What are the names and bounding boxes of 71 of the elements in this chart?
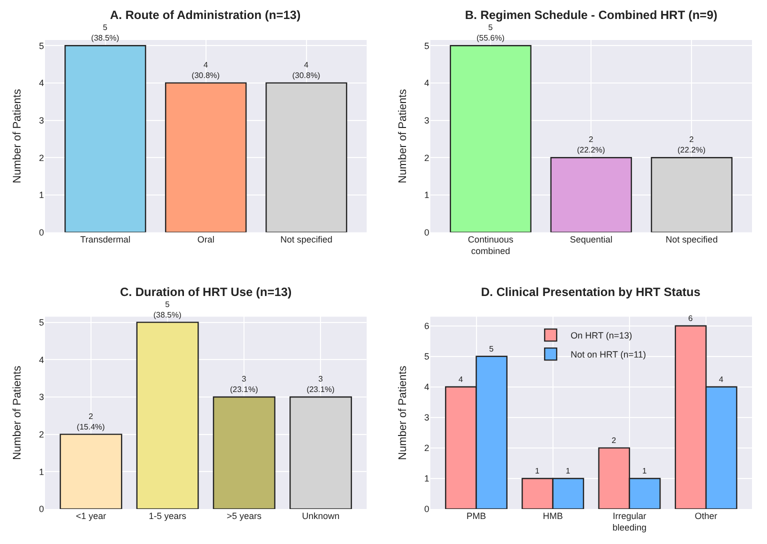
y-tick-label: 5 — [424, 352, 430, 362]
x-tick-label: <1 year — [76, 511, 106, 521]
y-tick-label: 5 — [38, 40, 44, 51]
data-label: 3 (23.1%) — [230, 374, 258, 394]
data-label: 5 — [489, 344, 494, 354]
legend-label: Not on HRT (n=11) — [570, 350, 646, 360]
data-label: 4 (30.8%) — [192, 60, 220, 80]
y-tick-label: 2 — [424, 152, 430, 163]
data-label: 1 — [642, 466, 648, 476]
data-label: 2 (15.4%) — [76, 412, 106, 432]
x-tick-label: Continuous combined — [468, 234, 514, 256]
y-tick-label: 3 — [38, 392, 44, 402]
legend-label: On HRT (n=13) — [570, 330, 632, 341]
data-label: 2 (22.2%) — [678, 135, 706, 155]
y-axis-title: Number of Patients — [12, 88, 24, 184]
y-tick-label: 2 — [38, 152, 44, 163]
data-label: 1 — [566, 466, 571, 476]
x-tick-label: Oral — [197, 234, 214, 244]
chart-title: D. Clinical Presentation by HRT Status — [481, 285, 701, 299]
y-tick-label: 5 — [424, 40, 430, 51]
bar — [289, 396, 352, 509]
y-axis-title: Number of Patients — [12, 365, 24, 460]
chart-title: C. Duration of HRT Use (n=13) — [120, 285, 292, 299]
bar — [136, 322, 199, 509]
data-label: 3 (23.1%) — [306, 374, 335, 394]
y-tick-label: 0 — [424, 504, 430, 514]
y-tick-label: 3 — [38, 115, 44, 126]
data-label: 2 (22.2%) — [576, 135, 606, 155]
x-tick-label: Not specified — [666, 234, 718, 244]
data-label: 1 — [535, 466, 540, 476]
x-tick-label: HMB — [542, 511, 563, 521]
x-tick-label: Other — [694, 511, 718, 521]
data-label: 5 (55.6%) — [476, 23, 505, 43]
data-label: 4 — [458, 374, 464, 384]
y-tick-label: 1 — [424, 474, 430, 484]
x-tick-label: Unknown — [302, 511, 340, 521]
data-label: 5 (38.5%) — [91, 23, 120, 43]
data-label: 5 (38.5%) — [153, 300, 182, 320]
y-tick-label: 4 — [38, 354, 44, 365]
x-tick-label: Sequential — [570, 234, 612, 244]
y-tick-label: 1 — [424, 190, 430, 200]
y-axis-title: Number of Patients — [396, 88, 409, 184]
y-tick-label: 4 — [424, 78, 430, 88]
y-tick-label: 0 — [424, 227, 430, 238]
x-tick-label: Not specified — [280, 234, 332, 244]
chart-title: A. Route of Administration (n=13) — [110, 8, 301, 22]
y-tick-label: 5 — [38, 317, 44, 328]
y-tick-label: 4 — [424, 382, 430, 392]
y-tick-label: 3 — [424, 412, 430, 423]
x-tick-label: Transdermal — [80, 234, 130, 244]
y-tick-label: 4 — [38, 78, 44, 88]
y-axis-title: Number of Patients — [396, 365, 409, 460]
x-tick-label: >5 years — [226, 511, 262, 521]
y-tick-label: 3 — [424, 115, 430, 126]
data-label: 4 (30.8%) — [292, 60, 321, 80]
chart-title: B. Regimen Schedule - Combined HRT (n=9) — [465, 8, 718, 22]
y-tick-label: 2 — [424, 443, 430, 454]
data-label: 4 — [718, 374, 724, 384]
data-label: 2 — [612, 436, 617, 445]
y-tick-label: 0 — [38, 227, 44, 238]
y-tick-label: 0 — [38, 504, 44, 514]
x-tick-label: 1-5 years — [148, 511, 187, 521]
y-tick-label: 1 — [38, 466, 44, 477]
y-tick-label: 2 — [38, 429, 44, 440]
y-tick-label: 6 — [424, 321, 430, 332]
x-tick-label: Irregular bleeding — [612, 511, 646, 533]
bar — [60, 434, 122, 509]
y-tick-label: 1 — [38, 190, 44, 200]
x-tick-label: PMB — [466, 511, 486, 521]
bar — [212, 396, 276, 509]
data-label: 6 — [688, 314, 694, 323]
